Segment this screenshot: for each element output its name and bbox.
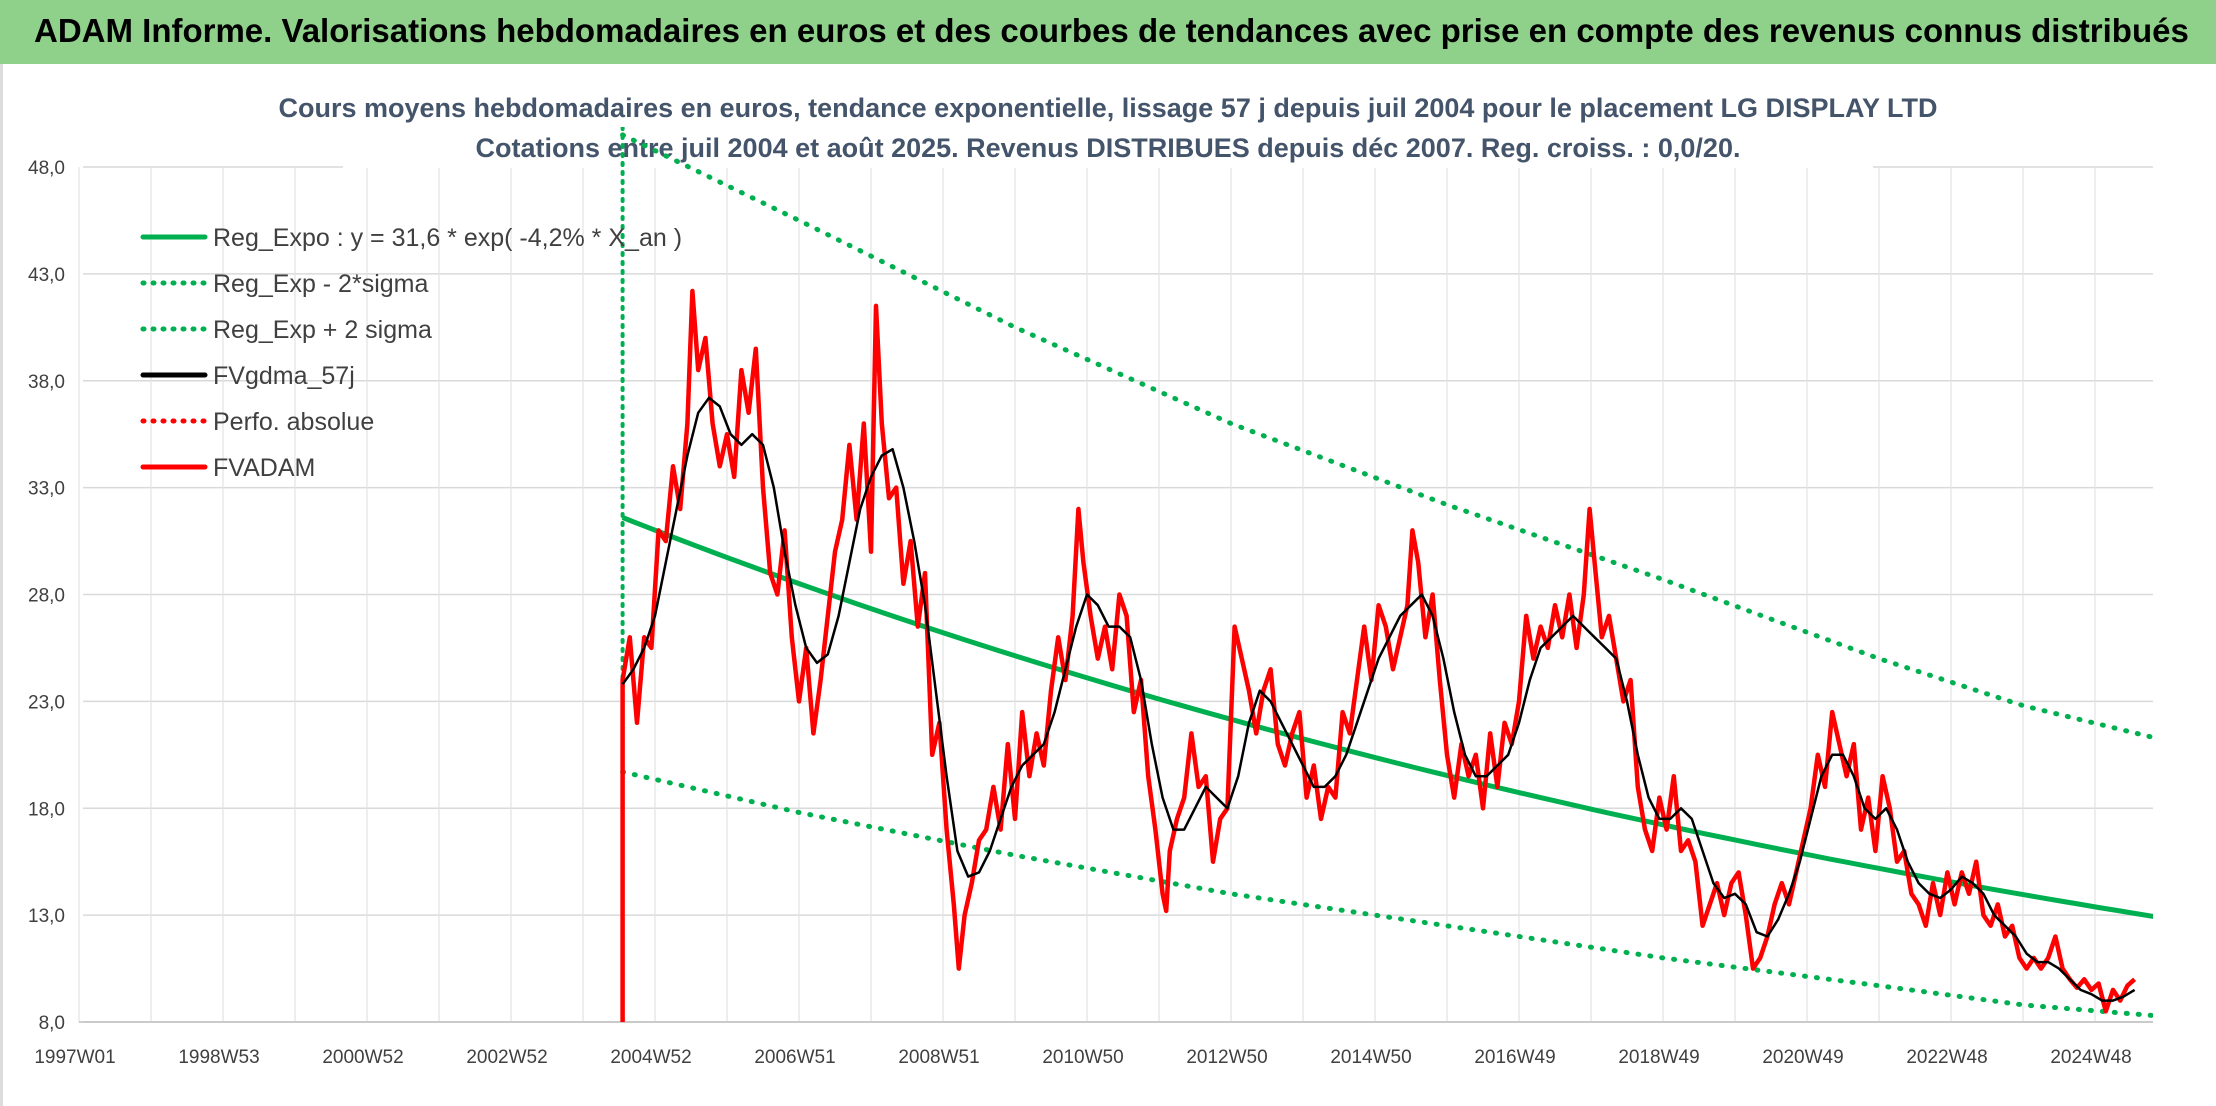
series-line-fvgdma <box>621 396 2136 1002</box>
line-chart: Cours moyens hebdomadaires en euros, ten… <box>3 64 2216 1106</box>
y-tick-label: 23,0 <box>28 692 65 713</box>
x-tick-label: 2004W52 <box>610 1047 691 1068</box>
y-tick-label: 13,0 <box>28 906 65 927</box>
series-group <box>620 127 2153 1022</box>
chart-background <box>3 64 2216 1106</box>
x-tick-label: 2022W48 <box>1906 1047 1987 1068</box>
series-line-regression <box>621 515 2153 919</box>
series-line-upper-band <box>620 132 2153 740</box>
grid <box>78 166 2153 1023</box>
legend-label: FVADAM <box>213 454 315 482</box>
x-axis-tick-labels: 1997W01 1998W53 2000W52 2002W52 2004W52 2006W… <box>34 1047 2131 1068</box>
chart-title-group: Cours moyens hebdomadaires en euros, ten… <box>279 88 1938 168</box>
chart-panel: Cours moyens hebdomadaires en euros, ten… <box>0 64 2216 1106</box>
x-tick-label: 1998W53 <box>178 1047 259 1068</box>
legend-label: Perfo. absolue <box>213 408 374 436</box>
y-tick-label: 33,0 <box>28 479 65 500</box>
y-tick-label: 18,0 <box>28 799 65 820</box>
x-tick-label: 1997W01 <box>34 1047 115 1068</box>
x-tick-label: 2010W50 <box>1042 1047 1123 1068</box>
legend: Reg_Expo : y = 31,6 * exp( -4,2% * X_an … <box>140 224 682 482</box>
x-tick-label: 2008W51 <box>898 1047 979 1068</box>
y-tick-label: 8,0 <box>39 1013 65 1034</box>
x-tick-label: 2006W51 <box>754 1047 835 1068</box>
y-tick-label: 38,0 <box>28 372 65 393</box>
x-tick-label: 2014W50 <box>1330 1047 1411 1068</box>
x-tick-label: 2024W48 <box>2050 1047 2131 1068</box>
x-tick-label: 2000W52 <box>322 1047 403 1068</box>
chart-title-backdrop <box>343 88 1873 168</box>
x-tick-label: 2012W50 <box>1186 1047 1267 1068</box>
x-tick-label: 2018W49 <box>1618 1047 1699 1068</box>
x-tick-label: 2016W49 <box>1474 1047 1555 1068</box>
legend-label: Reg_Exp + 2 sigma <box>213 316 432 344</box>
chart-title-line-1: Cours moyens hebdomadaires en euros, ten… <box>279 93 1938 123</box>
y-tick-label: 28,0 <box>28 586 65 607</box>
legend-label: Reg_Expo : y = 31,6 * exp( -4,2% * X_an … <box>213 224 682 252</box>
y-tick-label: 43,0 <box>28 265 65 286</box>
y-tick-label: 48,0 <box>28 158 65 179</box>
y-axis-tick-labels: 8,0 13,0 18,0 23,0 28,0 33,0 38,0 43,0 48,0 <box>28 158 65 1034</box>
page-title: ADAM Informe. Valorisations hebdomadaire… <box>34 12 2189 49</box>
header-banner: ADAM Informe. Valorisations hebdomadaire… <box>0 0 2216 67</box>
x-tick-label: 2020W49 <box>1762 1047 1843 1068</box>
series-line-fvadam <box>620 288 2137 1022</box>
series-line-lower-band <box>620 769 2153 1019</box>
x-tick-label: 2002W52 <box>466 1047 547 1068</box>
chart-title-line-2: Cotations entre juil 2004 et août 2025. … <box>476 133 1741 163</box>
legend-label: FVgdma_57j <box>213 362 355 390</box>
legend-label: Reg_Exp - 2*sigma <box>213 270 428 298</box>
